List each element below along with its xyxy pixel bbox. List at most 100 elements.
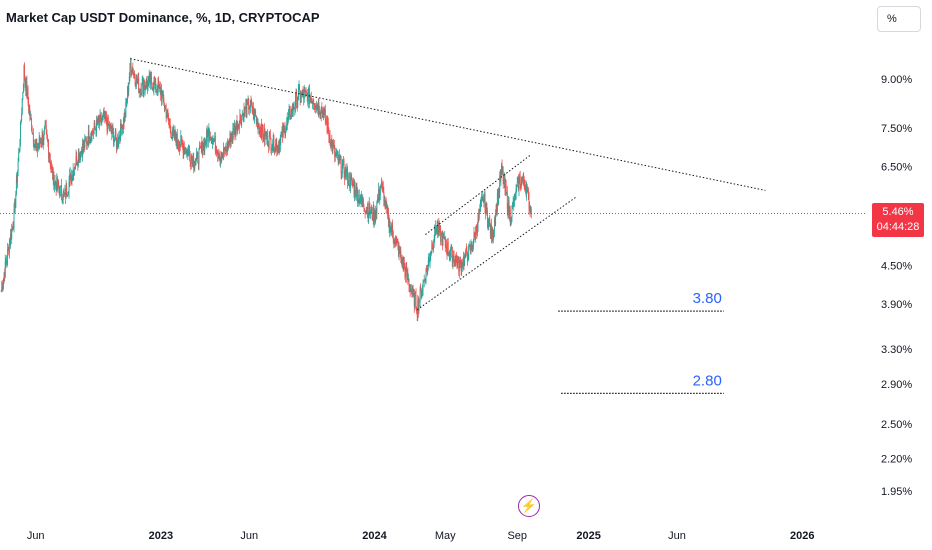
candle-body [162, 90, 164, 93]
candle-body [239, 115, 241, 121]
candle-body [375, 211, 377, 221]
candle-body [368, 214, 370, 218]
candle-body [428, 259, 430, 261]
candle-body [481, 198, 483, 202]
candle-body [31, 119, 33, 132]
candle-body [193, 166, 195, 168]
candle-body [475, 226, 477, 239]
candle-body [366, 208, 368, 212]
candle-body [305, 90, 307, 93]
candle-body [449, 254, 451, 256]
candle-body [525, 185, 527, 195]
candle-body [506, 192, 508, 209]
candle-body [5, 261, 7, 263]
candle-body [406, 266, 408, 277]
candle-body [268, 144, 270, 148]
candle-body [208, 129, 210, 132]
candle-body [225, 146, 227, 150]
candle-body [297, 90, 299, 100]
candle-body [440, 232, 442, 242]
candle-body [348, 173, 350, 186]
candle-body [398, 246, 400, 257]
candle-body [35, 142, 37, 149]
candle-body [266, 132, 268, 146]
candle-body [138, 78, 140, 93]
candle-body [248, 98, 250, 110]
candle-body [460, 262, 462, 271]
candle-body [7, 249, 9, 261]
levels-layer: 3.80 2.80 [558, 290, 724, 394]
candle-body [342, 160, 344, 165]
lightning-icon[interactable]: ⚡ [518, 495, 540, 517]
candle-body [276, 150, 278, 152]
candle-body [55, 184, 57, 191]
candle-body [489, 219, 491, 225]
candle-body [139, 89, 141, 93]
price-axis[interactable]: 9.00% 7.50% 6.50% 4.50% 3.90% 3.30% 2.90% 2.50%… [881, 74, 912, 498]
candle-body [266, 132, 268, 140]
candle-body [105, 116, 107, 119]
candle-body [45, 124, 47, 130]
candle-body [99, 114, 101, 124]
candle-body [356, 187, 358, 191]
scale-mode-button[interactable]: % [877, 6, 921, 32]
candle-body [437, 223, 439, 234]
candle-body [196, 152, 198, 154]
candle-body [4, 273, 6, 278]
candle-body [413, 289, 415, 292]
candle-body [470, 244, 472, 252]
candle-body [199, 145, 200, 150]
candle-body [413, 289, 415, 307]
candle-body [498, 188, 499, 204]
candle-body [322, 109, 324, 118]
candle-body [10, 233, 11, 245]
candle-body [450, 252, 452, 255]
candle-body [444, 236, 446, 239]
candle-body [298, 86, 300, 91]
candle-body [286, 117, 288, 124]
candle-body [331, 139, 333, 141]
candle-body [417, 300, 419, 316]
candle-body [483, 199, 485, 202]
time-axis[interactable]: Jun 2023 Jun 2024 May Sep 2025 Jun 2026 [27, 530, 815, 542]
candle-body [39, 142, 41, 144]
candle-body [458, 263, 460, 272]
candle-body [76, 155, 78, 165]
candle-body [273, 135, 275, 152]
x-tick-label: Jun [27, 530, 45, 542]
candle-body [493, 220, 495, 231]
candle-body [338, 155, 340, 162]
candle-body [190, 161, 192, 164]
candle-body [48, 156, 50, 158]
candle-body [184, 147, 186, 153]
candle-body [142, 80, 144, 94]
candle-body [146, 80, 148, 85]
candle-body [279, 139, 281, 150]
candle-body [259, 127, 261, 134]
candle-body [520, 184, 522, 186]
candle-body [14, 201, 16, 210]
candle-body [64, 189, 66, 195]
candle-body [444, 236, 446, 247]
candle-body [490, 224, 492, 235]
candle-body [144, 85, 145, 89]
candle-body [178, 145, 180, 150]
candle-body [411, 291, 413, 292]
candle-body [466, 249, 468, 256]
candle-body [297, 99, 299, 102]
candle-body [93, 129, 95, 133]
candle-body [433, 238, 435, 243]
candle-body [175, 139, 177, 146]
candle-body [39, 138, 41, 144]
candle-body [113, 139, 115, 144]
candle-body [268, 135, 270, 148]
candle-body [377, 199, 379, 201]
candle-body [443, 233, 444, 238]
candle-body [363, 206, 365, 208]
candle-body [168, 115, 169, 121]
candle-body [24, 77, 26, 82]
candle-body [99, 120, 100, 124]
candle-body [475, 226, 477, 231]
candle-body [163, 98, 165, 106]
